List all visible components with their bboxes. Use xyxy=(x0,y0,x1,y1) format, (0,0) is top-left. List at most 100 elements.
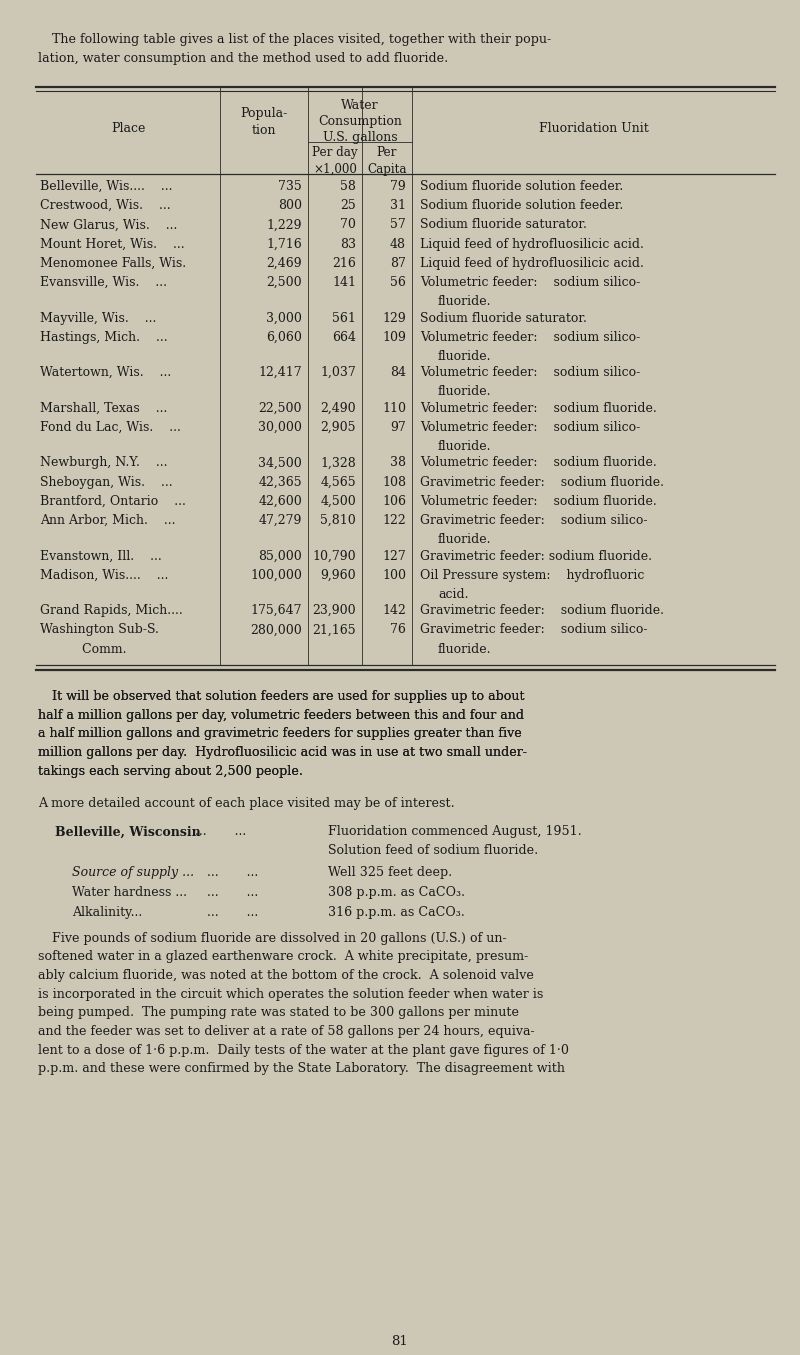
Text: 34,500: 34,500 xyxy=(258,457,302,469)
Text: 23,900: 23,900 xyxy=(312,604,356,617)
Text: 561: 561 xyxy=(332,312,356,324)
Text: 100: 100 xyxy=(382,569,406,581)
Text: 79: 79 xyxy=(390,180,406,192)
Text: Fond du Lac, Wis.    ...: Fond du Lac, Wis. ... xyxy=(40,421,181,434)
Text: U.S. gallons: U.S. gallons xyxy=(322,131,398,144)
Text: 1,328: 1,328 xyxy=(320,457,356,469)
Text: Source of supply ...: Source of supply ... xyxy=(72,866,194,879)
Text: Fluoridation commenced August, 1951.: Fluoridation commenced August, 1951. xyxy=(328,825,582,839)
Text: 141: 141 xyxy=(332,276,356,289)
Text: 664: 664 xyxy=(332,331,356,344)
Text: tion: tion xyxy=(252,125,276,137)
Text: Belleville, Wis....    ...: Belleville, Wis.... ... xyxy=(40,180,173,192)
Text: It will be observed that solution feeders are used for supplies up to about: It will be observed that solution feeder… xyxy=(52,690,525,703)
Text: 100,000: 100,000 xyxy=(250,569,302,581)
Text: 38: 38 xyxy=(390,457,406,469)
Text: ×1,000: ×1,000 xyxy=(313,163,357,176)
Text: Ann Arbor, Mich.    ...: Ann Arbor, Mich. ... xyxy=(40,514,175,527)
Text: lation, water consumption and the method used to add fluoride.: lation, water consumption and the method… xyxy=(38,51,448,65)
Text: Alkalinity...: Alkalinity... xyxy=(72,905,142,919)
Text: ably calcium fluoride, was noted at the bottom of the crock.  A solenoid valve: ably calcium fluoride, was noted at the … xyxy=(38,969,534,982)
Text: Evanstown, Ill.    ...: Evanstown, Ill. ... xyxy=(40,550,162,562)
Text: Grand Rapids, Mich....: Grand Rapids, Mich.... xyxy=(40,604,182,617)
Text: Five pounds of sodium fluoride are dissolved in 20 gallons (U.S.) of un-: Five pounds of sodium fluoride are disso… xyxy=(52,931,506,944)
Text: 109: 109 xyxy=(382,331,406,344)
Text: Capita: Capita xyxy=(367,163,406,176)
Text: Oil Pressure system:    hydrofluoric: Oil Pressure system: hydrofluoric xyxy=(420,569,644,581)
Text: 30,000: 30,000 xyxy=(258,421,302,434)
Text: 70: 70 xyxy=(340,218,356,232)
Text: Gravimetric feeder:    sodium silico-: Gravimetric feeder: sodium silico- xyxy=(420,514,647,527)
Text: Sodium fluoride solution feeder.: Sodium fluoride solution feeder. xyxy=(420,180,623,192)
Text: 122: 122 xyxy=(382,514,406,527)
Text: 42,365: 42,365 xyxy=(258,476,302,489)
Text: p.p.m. and these were confirmed by the State Laboratory.  The disagreement with: p.p.m. and these were confirmed by the S… xyxy=(38,1062,565,1076)
Text: 22,500: 22,500 xyxy=(258,401,302,415)
Text: fluoride.: fluoride. xyxy=(438,350,491,363)
Text: Volumetric feeder:    sodium silico-: Volumetric feeder: sodium silico- xyxy=(420,276,640,289)
Text: Water: Water xyxy=(341,99,379,112)
Text: 142: 142 xyxy=(382,604,406,617)
Text: 47,279: 47,279 xyxy=(258,514,302,527)
Text: Watertown, Wis.    ...: Watertown, Wis. ... xyxy=(40,366,171,379)
Text: 1,037: 1,037 xyxy=(320,366,356,379)
Text: half a million gallons per day, volumetric feeders between this and four and: half a million gallons per day, volumetr… xyxy=(38,709,524,722)
Text: Sodium fluoride solution feeder.: Sodium fluoride solution feeder. xyxy=(420,199,623,213)
Text: Volumetric feeder:    sodium fluoride.: Volumetric feeder: sodium fluoride. xyxy=(420,401,657,415)
Text: A more detailed account of each place visited may be of interest.: A more detailed account of each place vi… xyxy=(38,797,454,810)
Text: fluoride.: fluoride. xyxy=(438,385,491,398)
Text: 21,165: 21,165 xyxy=(312,623,356,637)
Text: Per: Per xyxy=(377,146,397,159)
Text: 81: 81 xyxy=(392,1335,408,1348)
Text: 85,000: 85,000 xyxy=(258,550,302,562)
Text: 316 p.p.m. as CaCO₃.: 316 p.p.m. as CaCO₃. xyxy=(328,905,465,919)
Text: 9,960: 9,960 xyxy=(320,569,356,581)
Text: Gravimetric feeder:    sodium fluoride.: Gravimetric feeder: sodium fluoride. xyxy=(420,476,664,489)
Text: Volumetric feeder:    sodium fluoride.: Volumetric feeder: sodium fluoride. xyxy=(420,495,657,508)
Text: Volumetric feeder:    sodium silico-: Volumetric feeder: sodium silico- xyxy=(420,331,640,344)
Text: 12,417: 12,417 xyxy=(258,366,302,379)
Text: and the feeder was set to deliver at a rate of 58 gallons per 24 hours, equiva-: and the feeder was set to deliver at a r… xyxy=(38,1024,534,1038)
Text: 2,500: 2,500 xyxy=(266,276,302,289)
Text: fluoride.: fluoride. xyxy=(438,642,491,656)
Text: 56: 56 xyxy=(390,276,406,289)
Text: 175,647: 175,647 xyxy=(250,604,302,617)
Text: 2,905: 2,905 xyxy=(321,421,356,434)
Text: Sheboygan, Wis.    ...: Sheboygan, Wis. ... xyxy=(40,476,173,489)
Text: Sodium fluoride saturator.: Sodium fluoride saturator. xyxy=(420,218,587,232)
Text: 5,810: 5,810 xyxy=(320,514,356,527)
Text: Gravimetric feeder: sodium fluoride.: Gravimetric feeder: sodium fluoride. xyxy=(420,550,652,562)
Text: 57: 57 xyxy=(390,218,406,232)
Text: 108: 108 xyxy=(382,476,406,489)
Text: Newburgh, N.Y.    ...: Newburgh, N.Y. ... xyxy=(40,457,167,469)
Text: Evansville, Wis.    ...: Evansville, Wis. ... xyxy=(40,276,167,289)
Text: Washington Sub-S.: Washington Sub-S. xyxy=(40,623,159,637)
Text: 2,490: 2,490 xyxy=(320,401,356,415)
Text: 48: 48 xyxy=(390,237,406,251)
Text: Solution feed of sodium fluoride.: Solution feed of sodium fluoride. xyxy=(328,844,538,858)
Text: is incorporated in the circuit which operates the solution feeder when water is: is incorporated in the circuit which ope… xyxy=(38,988,543,1000)
Text: 129: 129 xyxy=(382,312,406,324)
Text: Brantford, Ontario    ...: Brantford, Ontario ... xyxy=(40,495,186,508)
Text: 6,060: 6,060 xyxy=(266,331,302,344)
Text: 76: 76 xyxy=(390,623,406,637)
Text: a half million gallons and gravimetric feeders for supplies greater than five: a half million gallons and gravimetric f… xyxy=(38,728,522,740)
Text: 216: 216 xyxy=(332,257,356,270)
Text: 308 p.p.m. as CaCO₃.: 308 p.p.m. as CaCO₃. xyxy=(328,886,465,898)
Text: The following table gives a list of the places visited, together with their popu: The following table gives a list of the … xyxy=(52,33,551,46)
Text: 1,229: 1,229 xyxy=(266,218,302,232)
Text: fluoride.: fluoride. xyxy=(438,534,491,546)
Text: Hastings, Mich.    ...: Hastings, Mich. ... xyxy=(40,331,168,344)
Text: Water hardness ...: Water hardness ... xyxy=(72,886,187,898)
Text: Liquid feed of hydrofluosilicic acid.: Liquid feed of hydrofluosilicic acid. xyxy=(420,257,644,270)
Text: Sodium fluoride saturator.: Sodium fluoride saturator. xyxy=(420,312,587,324)
Text: Marshall, Texas    ...: Marshall, Texas ... xyxy=(40,401,167,415)
Text: lent to a dose of 1·6 p.p.m.  Daily tests of the water at the plant gave figures: lent to a dose of 1·6 p.p.m. Daily tests… xyxy=(38,1043,569,1057)
Text: Place: Place xyxy=(111,122,145,136)
Text: ...       ...: ... ... xyxy=(195,905,258,919)
Text: Well 325 feet deep.: Well 325 feet deep. xyxy=(328,866,452,879)
Text: Madison, Wis....    ...: Madison, Wis.... ... xyxy=(40,569,168,581)
Text: Fluoridation Unit: Fluoridation Unit xyxy=(538,122,648,136)
Text: fluoride.: fluoride. xyxy=(438,295,491,308)
Text: million gallons per day.  Hydrofluosilicic acid was in use at two small under-: million gallons per day. Hydrofluosilici… xyxy=(38,747,527,759)
